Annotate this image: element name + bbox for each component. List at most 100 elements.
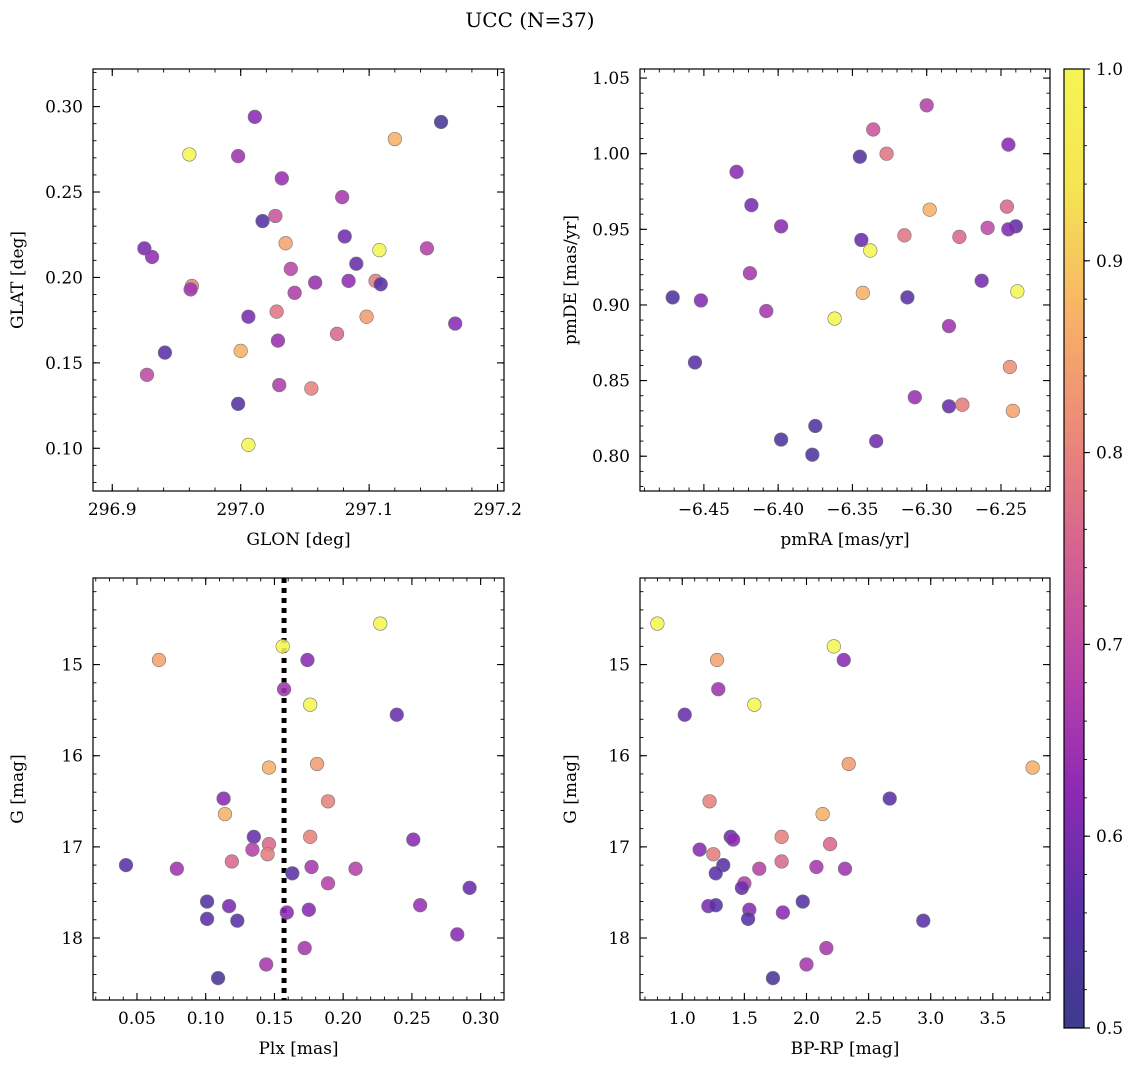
point bbox=[275, 639, 290, 654]
point bbox=[241, 437, 256, 452]
y-axis-label: GLAT [deg] bbox=[8, 231, 28, 329]
point bbox=[303, 697, 318, 712]
point bbox=[462, 880, 477, 895]
point bbox=[221, 899, 237, 914]
x-tick-label: 3.5 bbox=[979, 1009, 1006, 1029]
point bbox=[795, 894, 810, 909]
x-tick-label: −6.25 bbox=[975, 500, 1027, 520]
colorbar-gradient bbox=[1063, 68, 1085, 1029]
point bbox=[309, 756, 325, 772]
point bbox=[687, 355, 703, 370]
colorbar: 0.5 0.6 0.7 0.8 0.9 1.0 bbox=[1063, 60, 1123, 1039]
y-tick-label: 0.30 bbox=[45, 98, 83, 118]
point bbox=[752, 861, 767, 876]
y-tick-label: 0.90 bbox=[592, 296, 630, 316]
y-tick-label: 1.00 bbox=[592, 145, 630, 165]
point bbox=[406, 832, 421, 847]
points-plx-g bbox=[118, 578, 477, 1000]
point bbox=[217, 806, 233, 822]
point bbox=[726, 832, 741, 847]
point bbox=[182, 147, 197, 162]
x-tick-label: 0.15 bbox=[256, 1009, 294, 1029]
point bbox=[301, 902, 316, 917]
point bbox=[199, 911, 215, 926]
point bbox=[734, 880, 749, 895]
x-tick-label: 2.0 bbox=[793, 1009, 820, 1029]
points-glon-glat bbox=[137, 109, 463, 452]
point bbox=[774, 854, 789, 869]
point bbox=[118, 858, 134, 873]
point bbox=[139, 367, 155, 382]
y-tick-label: 16 bbox=[61, 747, 83, 767]
point bbox=[300, 652, 315, 668]
panel-plx-g: 0.05 0.10 0.15 0.20 0.25 0.30 15 16 17 18 Plx [mas… bbox=[8, 577, 505, 1059]
point bbox=[260, 847, 275, 862]
point bbox=[900, 290, 915, 305]
point bbox=[373, 277, 388, 292]
point bbox=[335, 190, 350, 205]
point bbox=[283, 261, 298, 276]
point bbox=[320, 794, 336, 809]
point bbox=[827, 311, 842, 326]
x-tick-label: 3.0 bbox=[917, 1009, 944, 1029]
point bbox=[276, 682, 292, 697]
point bbox=[304, 381, 319, 396]
y-tick-label: 17 bbox=[608, 838, 630, 858]
point bbox=[826, 639, 841, 654]
y-tick-label: 0.95 bbox=[592, 220, 630, 240]
panel-pmra-pmde: −6.45 −6.40 −6.35 −6.30 −6.25 0.80 0.85 0.90 0.9… bbox=[561, 68, 1051, 550]
point bbox=[805, 447, 820, 462]
point bbox=[836, 652, 851, 668]
point bbox=[747, 697, 762, 712]
point bbox=[259, 957, 274, 972]
point bbox=[799, 957, 814, 972]
points-pmra-pmde bbox=[665, 98, 1025, 462]
y-tick-label: 0.25 bbox=[45, 183, 83, 203]
x-tick-label: 0.25 bbox=[393, 1009, 431, 1029]
x-axis-label: Plx [mas] bbox=[258, 1039, 338, 1059]
point bbox=[157, 345, 173, 360]
point bbox=[941, 399, 957, 414]
x-tick-label: 0.20 bbox=[324, 1009, 362, 1029]
point bbox=[419, 241, 435, 256]
point bbox=[863, 243, 878, 258]
point bbox=[692, 842, 707, 857]
point bbox=[822, 837, 838, 852]
point bbox=[199, 894, 215, 909]
point bbox=[999, 199, 1015, 214]
y-tick-label: 0.80 bbox=[592, 447, 630, 467]
point bbox=[708, 898, 723, 913]
y-tick-label: 18 bbox=[61, 929, 83, 949]
point bbox=[729, 164, 744, 179]
point bbox=[231, 149, 246, 164]
point bbox=[665, 290, 680, 305]
points-bprp-g bbox=[650, 616, 1040, 986]
y-tick-label: 0.85 bbox=[592, 372, 630, 392]
point bbox=[1001, 137, 1016, 152]
point bbox=[837, 861, 853, 876]
point bbox=[337, 229, 352, 244]
point bbox=[151, 652, 167, 668]
point bbox=[941, 319, 957, 334]
colorbar-tick-label: 0.5 bbox=[1096, 1019, 1123, 1039]
y-axis-label: pmDE [mas/yr] bbox=[561, 215, 581, 345]
point bbox=[980, 220, 995, 235]
point bbox=[269, 304, 284, 319]
figure-title: UCC (N=37) bbox=[465, 8, 594, 32]
point bbox=[329, 326, 345, 341]
y-tick-label: 16 bbox=[608, 747, 630, 767]
point bbox=[955, 397, 970, 412]
point bbox=[775, 905, 790, 920]
x-tick-label: 0.10 bbox=[187, 1009, 225, 1029]
y-tick-label: 0.10 bbox=[45, 439, 83, 459]
x-axis-label: pmRA [mas/yr] bbox=[780, 530, 909, 550]
point bbox=[711, 682, 726, 697]
point bbox=[765, 971, 781, 986]
point bbox=[1005, 403, 1020, 418]
point bbox=[308, 275, 323, 290]
x-tick-label: −6.35 bbox=[826, 500, 878, 520]
point bbox=[702, 794, 717, 809]
point bbox=[169, 861, 184, 876]
point bbox=[320, 876, 336, 891]
point bbox=[866, 122, 881, 137]
